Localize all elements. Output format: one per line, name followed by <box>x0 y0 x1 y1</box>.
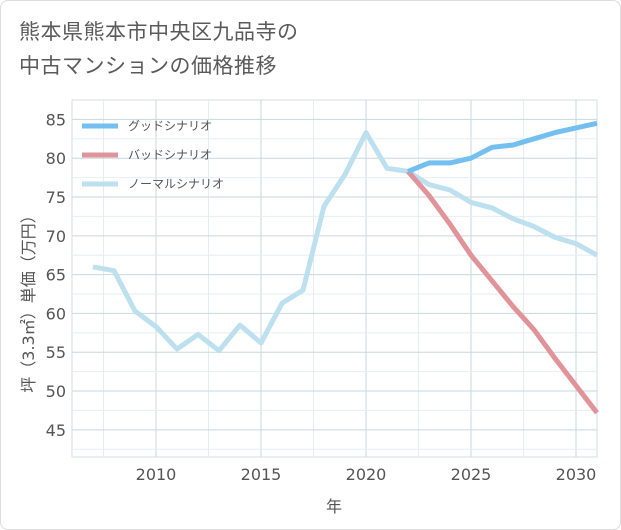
x-tick-label: 2010 <box>136 465 177 484</box>
x-axis-title: 年 <box>326 497 342 516</box>
y-tick-label: 65 <box>46 266 66 285</box>
chart-title-line-1: 熊本県熊本市中央区九品寺の <box>19 20 299 44</box>
y-tick-label: 50 <box>46 382 66 401</box>
x-tick-label: 2025 <box>451 465 492 484</box>
y-tick-label: 45 <box>46 421 66 440</box>
y-tick-label: 70 <box>46 227 66 246</box>
tick-labels: 2010 2015 2020 2025 2030 45 50 55 60 65 70 75 80 85 <box>46 110 597 484</box>
legend-label: バッドシナリオ <box>128 148 212 162</box>
chart-title-line-2: 中古マンションの価格推移 <box>19 54 277 78</box>
x-tick-label: 2015 <box>241 465 282 484</box>
x-tick-label: 2030 <box>556 465 597 484</box>
x-tick-label: 2020 <box>346 465 387 484</box>
chart-title: 熊本県熊本市中央区九品寺の 中古マンションの価格推移 <box>19 15 299 83</box>
legend-label: グッドシナリオ <box>128 119 212 133</box>
series-line-1 <box>406 169 599 415</box>
grid-lines <box>72 100 597 457</box>
y-tick-label: 60 <box>46 304 66 323</box>
series-line-0 <box>407 120 598 174</box>
y-tick-label: 55 <box>46 343 66 362</box>
series-lines <box>92 120 599 415</box>
legend-label: ノーマルシナリオ <box>128 177 224 191</box>
y-tick-label: 75 <box>46 188 66 207</box>
series-line-2 <box>92 130 599 354</box>
plot-area <box>71 99 598 458</box>
y-axis-title: 坪（3.3㎡）単価（万円） <box>19 207 38 392</box>
y-tick-label: 85 <box>46 110 66 129</box>
y-tick-label: 80 <box>46 149 66 168</box>
